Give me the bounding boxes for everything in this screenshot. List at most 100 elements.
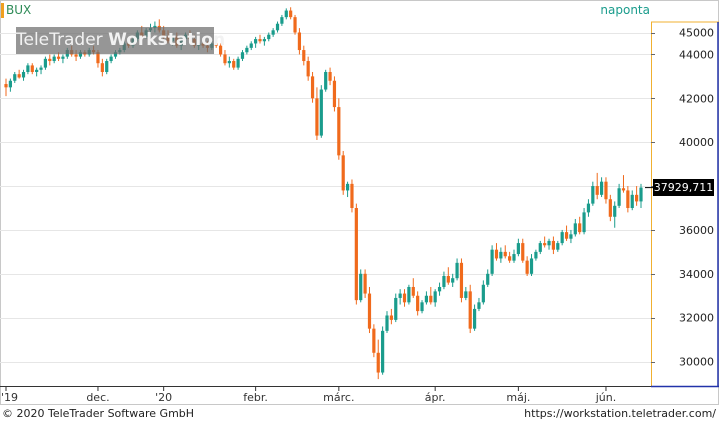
- candle-body: [560, 232, 564, 244]
- candle-body: [437, 286, 442, 292]
- candle-body: [315, 98, 319, 136]
- interval-label[interactable]: naponta: [600, 3, 650, 17]
- candle: [376, 339, 380, 380]
- candle: [284, 8, 288, 20]
- candle: [345, 181, 350, 198]
- candle-body: [578, 223, 582, 233]
- candle-body: [626, 190, 630, 208]
- candle-body: [21, 71, 26, 78]
- candle: [289, 7, 293, 20]
- candle: [486, 269, 490, 287]
- candle: [389, 308, 393, 325]
- instrument-symbol[interactable]: BUX: [6, 3, 32, 17]
- candle: [508, 251, 512, 263]
- candle: [451, 273, 455, 287]
- symbol-color-marker: [1, 3, 4, 18]
- y-tick-label: 34000: [679, 268, 714, 281]
- candle: [551, 236, 556, 255]
- candle-body: [4, 84, 8, 88]
- candle: [394, 293, 398, 323]
- candle-body: [218, 45, 223, 55]
- candle: [472, 304, 477, 331]
- candle-body: [105, 61, 109, 72]
- x-tick-label: jún.: [595, 391, 617, 404]
- candle-body: [245, 47, 249, 53]
- teletrader-watermark: TeleTrader Workstation: [16, 27, 225, 54]
- candle-body: [376, 352, 380, 373]
- candle: [569, 229, 573, 244]
- candle-body: [306, 61, 310, 77]
- candle: [341, 150, 345, 195]
- candle: [262, 36, 266, 46]
- candle-body: [359, 273, 363, 301]
- candle-body: [30, 65, 34, 72]
- candle: [306, 56, 310, 81]
- y-tick-label: 44000: [679, 48, 714, 61]
- candle: [385, 311, 389, 334]
- candle: [595, 172, 599, 200]
- candle: [61, 54, 65, 64]
- x-axis-tick-labels: '19 dec. '20 febr. márc. ápr. máj. jún.: [1, 386, 616, 404]
- candle-body: [363, 273, 367, 294]
- candle-body: [543, 243, 547, 246]
- candle-body: [332, 80, 337, 108]
- candle: [381, 326, 385, 375]
- candle: [332, 76, 337, 112]
- candle: [564, 225, 569, 241]
- candle-body: [8, 80, 12, 88]
- candle: [503, 245, 507, 259]
- candle: [249, 41, 253, 51]
- candle-body: [26, 65, 30, 72]
- y-tick-label: 42000: [679, 92, 714, 105]
- candle: [337, 98, 341, 160]
- candle-body: [472, 308, 477, 329]
- candle: [324, 69, 328, 92]
- candle-body: [78, 52, 83, 57]
- candle-body: [464, 291, 468, 298]
- candle-body: [337, 107, 341, 156]
- watermark-product: Workstation: [108, 30, 226, 50]
- candle: [17, 69, 21, 79]
- candle-body: [516, 243, 520, 255]
- candle: [464, 286, 468, 301]
- candle-body: [630, 194, 634, 208]
- candle-body: [635, 194, 639, 202]
- candle: [407, 284, 411, 305]
- x-tick-label: '19: [1, 391, 18, 404]
- source-url-link[interactable]: https://workstation.teletrader.com/: [524, 407, 716, 420]
- candle: [433, 289, 437, 307]
- candle: [354, 203, 358, 305]
- candle-body: [61, 56, 65, 59]
- candle-body: [39, 67, 43, 70]
- candle: [254, 36, 258, 48]
- candle: [39, 65, 43, 75]
- candle: [8, 78, 12, 92]
- candle-body: [481, 284, 485, 303]
- candle-body: [613, 205, 617, 217]
- y-tick-label: 40000: [679, 136, 714, 149]
- candle: [21, 69, 26, 81]
- candle-body: [521, 243, 525, 261]
- candle-body: [551, 240, 556, 250]
- candle: [591, 181, 595, 206]
- candle-body: [96, 52, 100, 64]
- candle-body: [508, 256, 512, 261]
- candle-body: [394, 297, 398, 320]
- candle-body: [499, 251, 503, 259]
- candle: [105, 58, 109, 75]
- candle: [556, 240, 560, 252]
- candle-body: [297, 32, 302, 51]
- candle-body: [459, 262, 464, 298]
- candle: [52, 54, 56, 64]
- candle: [240, 50, 245, 62]
- y-tick-label: 32000: [679, 312, 714, 325]
- candle-body: [367, 293, 372, 329]
- candle: [43, 56, 48, 70]
- candle-body: [214, 43, 218, 46]
- candle-body: [13, 74, 17, 81]
- candle: [232, 58, 236, 70]
- candlestick-series: [4, 7, 643, 380]
- candle: [578, 216, 582, 235]
- candle: [26, 63, 30, 75]
- candle-body: [494, 249, 499, 259]
